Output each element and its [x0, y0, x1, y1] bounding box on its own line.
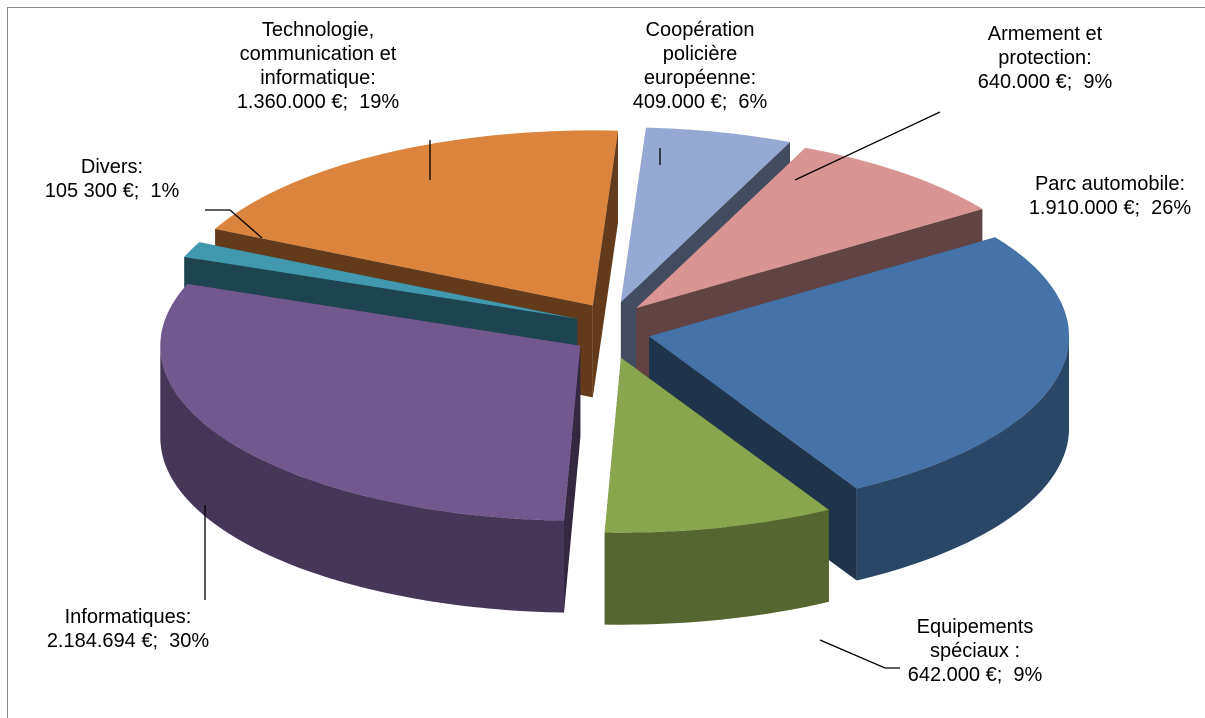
- leader-line: [819, 639, 900, 669]
- slice-top: [604, 357, 829, 533]
- percent-label: 26%: [1151, 197, 1192, 219]
- slice-side: [592, 130, 618, 398]
- slice-top: [160, 283, 581, 521]
- category-label: Informatiques:: [64, 606, 192, 628]
- slice-top: [215, 130, 618, 306]
- leader-line: [794, 111, 941, 181]
- percent-label: 9%: [1083, 71, 1113, 93]
- data-label: Divers: 105 300 €; 1%: [17, 155, 207, 203]
- category-label: Coopération policière européenne:: [643, 19, 757, 89]
- percent-label: 9%: [1013, 664, 1043, 686]
- value-label: 105 300 €;: [44, 180, 140, 202]
- value-label: 409.000 €;: [632, 91, 728, 113]
- chart-frame: [7, 7, 1205, 718]
- data-label: Informatiques: 2.184.694 €; 30%: [8, 605, 248, 653]
- data-label: Technologie, communication et informatiq…: [218, 18, 418, 114]
- slice-top: [649, 237, 1069, 489]
- value-label: 642.000 €;: [907, 664, 1003, 686]
- value-label: 1.910.000 €;: [1028, 197, 1141, 219]
- leader-line: [205, 209, 263, 239]
- percent-label: 19%: [359, 91, 400, 113]
- data-label: Coopération policière européenne: 409.000…: [615, 18, 785, 114]
- value-label: 640.000 €;: [977, 71, 1073, 93]
- category-label: Divers:: [80, 156, 144, 178]
- data-label: Equipements spéciaux :642.000 €; 9%: [875, 615, 1075, 687]
- value-label: 1.360.000 €;: [236, 91, 349, 113]
- category-label: Parc automobile:: [1034, 173, 1186, 195]
- category-label: Equipements spéciaux :: [916, 616, 1034, 662]
- slice-top: [620, 127, 790, 303]
- slice-top: [184, 242, 578, 319]
- slice-wall: [604, 509, 829, 625]
- slice-wall: [160, 345, 565, 613]
- category-label: Armement et protection:: [987, 23, 1103, 69]
- slice: [604, 357, 829, 625]
- percent-label: 6%: [738, 91, 768, 113]
- percent-label: 30%: [169, 630, 210, 652]
- data-label: Armement et protection: 640.000 €; 9%: [945, 22, 1145, 94]
- value-label: 2.184.694 €;: [46, 630, 159, 652]
- category-label: Technologie, communication et informatiq…: [239, 19, 397, 89]
- percent-label: 1%: [150, 180, 180, 202]
- slice: [160, 283, 581, 613]
- data-label: Parc automobile: 1.910.000 €; 26%: [995, 172, 1205, 220]
- slice-top: [636, 147, 983, 309]
- slice-wall: [856, 336, 1069, 581]
